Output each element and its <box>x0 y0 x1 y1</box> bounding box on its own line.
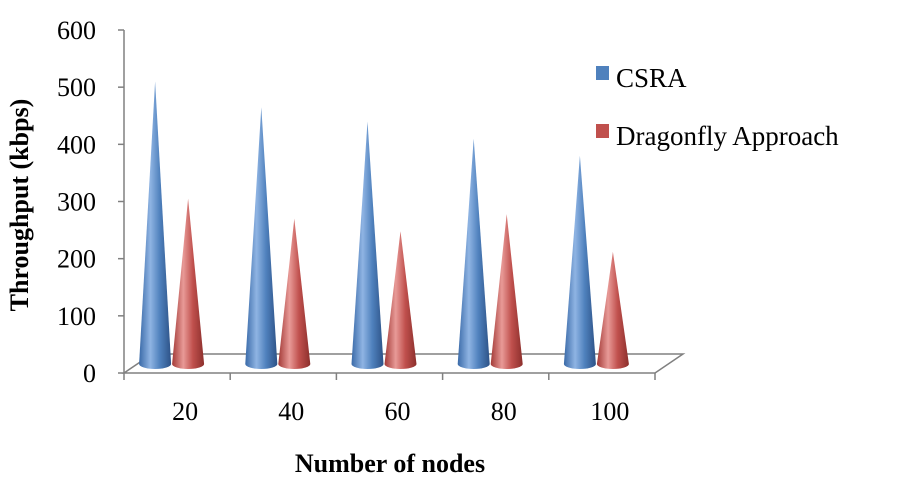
legend-swatch <box>596 66 609 80</box>
cone-csra-40 <box>245 107 278 369</box>
cone-body <box>457 138 490 369</box>
y-tick-label: 500 <box>57 73 96 102</box>
y-tick-label: 100 <box>57 302 96 331</box>
legend-label: CSRA <box>616 63 687 93</box>
x-tick-label: 100 <box>590 397 629 426</box>
y-tick-label: 0 <box>83 359 96 388</box>
x-axis-title: Number of nodes <box>295 449 485 478</box>
y-tick-label: 400 <box>57 130 96 159</box>
cone-body <box>245 107 278 369</box>
cone-dragonfly-80 <box>490 214 523 369</box>
cone-body <box>278 218 311 369</box>
cone-body <box>596 251 629 369</box>
cone-csra-60 <box>351 121 384 369</box>
cone-csra-20 <box>139 81 172 369</box>
cone-csra-80 <box>457 138 490 369</box>
cone-body <box>139 81 172 369</box>
y-tick-label: 600 <box>57 16 96 45</box>
cone-dragonfly-40 <box>278 218 311 369</box>
legend-item-csra: CSRA <box>596 63 687 93</box>
cone-body <box>490 214 523 369</box>
legend: CSRA Dragonfly Approach <box>596 63 839 151</box>
x-tick-label: 60 <box>385 397 411 426</box>
cone-csra-100 <box>563 155 596 369</box>
legend-item-dragonfly: Dragonfly Approach <box>596 121 839 151</box>
x-tick-label: 20 <box>172 397 198 426</box>
cone-body <box>563 155 596 369</box>
y-tick-label: 300 <box>57 188 96 217</box>
cone-body <box>351 121 384 369</box>
cone-body <box>172 198 205 369</box>
x-tick-label: 40 <box>278 397 304 426</box>
cone-dragonfly-20 <box>172 198 205 369</box>
legend-swatch <box>596 124 609 138</box>
cone-dragonfly-60 <box>384 231 417 369</box>
y-axis: 0 100 200 300 400 500 600 <box>57 16 125 388</box>
x-tick-label: 80 <box>491 397 517 426</box>
legend-label: Dragonfly Approach <box>616 121 839 151</box>
y-tick-label: 200 <box>57 245 96 274</box>
cone-dragonfly-100 <box>596 251 629 369</box>
y-axis-title: Throughput (kbps) <box>5 99 34 312</box>
cone-body <box>384 231 417 369</box>
